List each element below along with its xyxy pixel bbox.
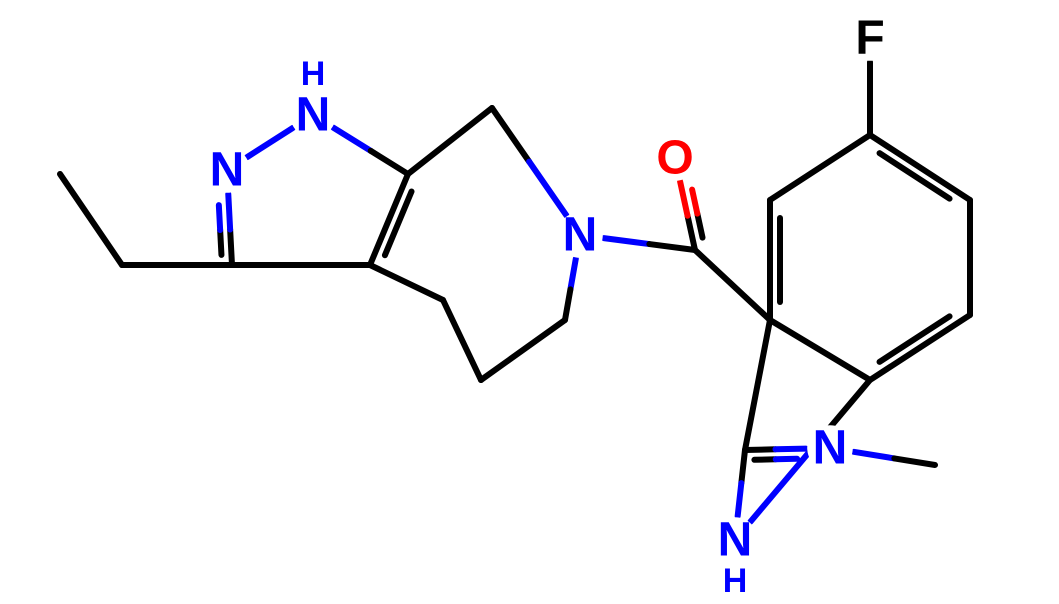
bond bbox=[529, 162, 566, 216]
bond bbox=[745, 320, 770, 450]
atom-N: N bbox=[807, 422, 853, 475]
svg-text:N: N bbox=[210, 144, 245, 197]
bond bbox=[680, 181, 687, 215]
bond bbox=[228, 194, 230, 230]
bond bbox=[776, 449, 807, 450]
bond bbox=[492, 108, 529, 162]
molecule-diagram: NNHNONNHF bbox=[0, 0, 1059, 604]
bond bbox=[880, 153, 950, 199]
svg-text:N: N bbox=[296, 89, 331, 142]
bond bbox=[688, 216, 695, 250]
bond bbox=[870, 135, 970, 200]
svg-text:N: N bbox=[813, 422, 848, 475]
svg-text:O: O bbox=[656, 132, 693, 185]
atom-N: N bbox=[557, 209, 603, 262]
bond bbox=[604, 238, 650, 244]
bond bbox=[695, 250, 770, 320]
bond bbox=[880, 316, 950, 362]
bond bbox=[247, 128, 293, 157]
bond bbox=[220, 230, 221, 255]
atom-O: O bbox=[652, 132, 698, 185]
bond bbox=[870, 315, 970, 380]
bond bbox=[697, 214, 702, 238]
atom-N: NH bbox=[290, 55, 336, 142]
bond bbox=[333, 128, 370, 151]
svg-text:F: F bbox=[855, 12, 884, 65]
bond bbox=[371, 151, 408, 174]
bond bbox=[565, 289, 570, 320]
svg-text:N: N bbox=[563, 209, 598, 262]
svg-text:H: H bbox=[301, 55, 326, 93]
bond bbox=[370, 265, 443, 300]
bond bbox=[741, 450, 745, 483]
bond bbox=[854, 452, 895, 459]
bond bbox=[770, 320, 870, 380]
svg-text:H: H bbox=[723, 562, 748, 600]
bond bbox=[894, 458, 935, 465]
bond bbox=[745, 449, 776, 450]
bond bbox=[230, 229, 232, 265]
bond bbox=[219, 205, 220, 230]
bond bbox=[60, 174, 122, 265]
bond bbox=[481, 320, 565, 380]
bond bbox=[692, 190, 697, 214]
atom-N: NH bbox=[712, 514, 758, 601]
bond bbox=[408, 108, 492, 174]
bond bbox=[649, 244, 695, 250]
bond bbox=[770, 135, 870, 200]
bond bbox=[570, 259, 575, 290]
atom-N: N bbox=[204, 144, 250, 197]
atom-F: F bbox=[847, 12, 893, 65]
bond bbox=[754, 459, 775, 460]
bond bbox=[738, 483, 742, 516]
bond bbox=[776, 459, 797, 460]
bond bbox=[443, 300, 481, 380]
svg-text:N: N bbox=[718, 514, 753, 567]
